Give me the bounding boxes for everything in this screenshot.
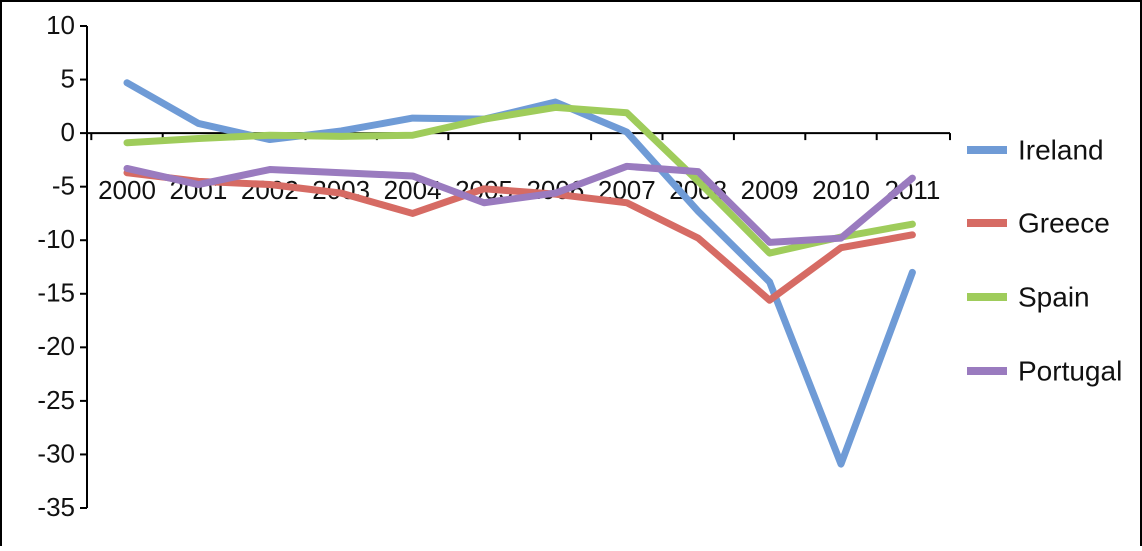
- y-tick-label: -30: [37, 438, 75, 468]
- legend-label-greece: Greece: [1018, 207, 1110, 238]
- series-line-spain: [123, 103, 916, 257]
- y-tick-label: 5: [61, 63, 75, 93]
- x-tick-label: 2009: [741, 175, 799, 205]
- y-tick-label: -5: [52, 171, 75, 201]
- y-tick-label: -10: [37, 224, 75, 254]
- series-lines: [123, 79, 916, 468]
- y-tick-label: 10: [46, 10, 75, 40]
- y-tick-label: -35: [37, 492, 75, 522]
- y-tick-label: -15: [37, 278, 75, 308]
- y-tick-label: -25: [37, 385, 75, 415]
- legend-label-portugal: Portugal: [1018, 355, 1122, 386]
- legend-label-ireland: Ireland: [1018, 134, 1104, 165]
- series-line-greece: [123, 169, 916, 304]
- y-tick-label: 0: [61, 117, 75, 147]
- x-tick-label: 2010: [812, 175, 870, 205]
- legend: Ireland Greece Spain Portugal: [967, 134, 1122, 386]
- y-tick-label: -20: [37, 331, 75, 361]
- x-tick-label: 2000: [98, 175, 156, 205]
- y-tick-labels: 10 5 0 -5 -10 -15 -20 -25 -30 -35: [37, 10, 75, 522]
- series-line-portugal: [123, 162, 916, 246]
- legend-label-spain: Spain: [1018, 281, 1090, 312]
